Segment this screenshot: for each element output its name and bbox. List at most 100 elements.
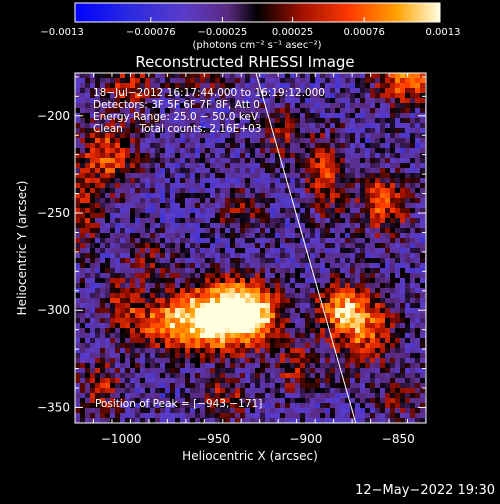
heatmap-cell xyxy=(120,338,125,343)
heatmap-cell xyxy=(175,353,180,358)
heatmap-cell xyxy=(130,243,135,248)
heatmap-cell xyxy=(215,238,220,243)
heatmap-cell xyxy=(80,323,85,328)
heatmap-cell xyxy=(405,108,410,113)
heatmap-cell xyxy=(290,78,295,83)
heatmap-cell xyxy=(150,348,155,353)
heatmap-cell xyxy=(250,338,255,343)
heatmap-cell xyxy=(360,333,365,338)
heatmap-cell xyxy=(170,318,175,323)
heatmap-cell xyxy=(180,188,185,193)
heatmap-cell xyxy=(320,268,325,273)
heatmap-cell xyxy=(270,368,275,373)
heatmap-cell xyxy=(370,128,375,133)
heatmap-cell xyxy=(280,373,285,378)
heatmap-cell xyxy=(150,353,155,358)
heatmap-cell xyxy=(400,148,405,153)
heatmap-cell xyxy=(275,228,280,233)
heatmap-cell xyxy=(300,258,305,263)
heatmap-cell xyxy=(205,388,210,393)
heatmap-cell xyxy=(165,343,170,348)
heatmap-cell xyxy=(105,138,110,143)
heatmap-cell xyxy=(400,398,405,403)
heatmap-cell xyxy=(165,268,170,273)
heatmap-cell xyxy=(350,253,355,258)
heatmap-cell xyxy=(300,128,305,133)
heatmap-cell xyxy=(360,213,365,218)
heatmap-cell xyxy=(170,298,175,303)
heatmap-cell xyxy=(115,343,120,348)
heatmap-cell xyxy=(170,153,175,158)
heatmap-cell xyxy=(205,343,210,348)
heatmap-cell xyxy=(390,78,395,83)
heatmap-cell xyxy=(145,413,150,418)
heatmap-cell xyxy=(150,153,155,158)
heatmap-cell xyxy=(390,363,395,368)
heatmap-cell xyxy=(325,353,330,358)
heatmap-cell xyxy=(365,173,370,178)
heatmap-cell xyxy=(205,278,210,283)
heatmap-cell xyxy=(75,88,80,93)
heatmap-cell xyxy=(280,368,285,373)
heatmap-cell xyxy=(375,293,380,298)
heatmap-cell xyxy=(325,343,330,348)
heatmap-cell xyxy=(185,153,190,158)
heatmap-cell xyxy=(405,403,410,408)
heatmap-cell xyxy=(330,313,335,318)
heatmap-cell xyxy=(300,208,305,213)
heatmap-cell xyxy=(210,343,215,348)
heatmap-cell xyxy=(350,123,355,128)
heatmap-cell xyxy=(165,263,170,268)
heatmap-cell xyxy=(295,163,300,168)
heatmap-cell xyxy=(180,198,185,203)
heatmap-cell xyxy=(105,328,110,333)
heatmap-cell xyxy=(265,178,270,183)
heatmap-cell xyxy=(390,418,395,423)
heatmap-cell xyxy=(340,193,345,198)
heatmap-cell xyxy=(190,268,195,273)
heatmap-cell xyxy=(415,168,420,173)
heatmap-cell xyxy=(240,288,245,293)
heatmap-cell xyxy=(95,278,100,283)
heatmap-cell xyxy=(195,373,200,378)
heatmap-cell xyxy=(260,108,265,113)
heatmap-cell xyxy=(280,228,285,233)
heatmap-cell xyxy=(405,323,410,328)
heatmap-cell xyxy=(115,218,120,223)
heatmap-cell xyxy=(125,283,130,288)
heatmap-cell xyxy=(240,273,245,278)
heatmap-cell xyxy=(295,368,300,373)
heatmap-cell xyxy=(215,243,220,248)
heatmap-cell xyxy=(260,238,265,243)
heatmap-cell xyxy=(165,223,170,228)
heatmap-cell xyxy=(340,73,345,78)
heatmap-cell xyxy=(405,253,410,258)
heatmap-cell xyxy=(230,313,235,318)
heatmap-cell xyxy=(340,298,345,303)
heatmap-cell xyxy=(300,358,305,363)
heatmap-cell xyxy=(380,133,385,138)
heatmap-cell xyxy=(85,138,90,143)
heatmap-cell xyxy=(290,418,295,423)
heatmap-cell xyxy=(135,188,140,193)
heatmap-cell xyxy=(125,303,130,308)
heatmap-cell xyxy=(95,223,100,228)
heatmap-cell xyxy=(420,408,425,413)
heatmap-cell xyxy=(315,163,320,168)
heatmap-cell xyxy=(190,348,195,353)
heatmap-cell xyxy=(175,318,180,323)
heatmap-cell xyxy=(190,153,195,158)
heatmap-cell xyxy=(310,148,315,153)
heatmap-cell xyxy=(255,148,260,153)
heatmap-cell xyxy=(280,293,285,298)
heatmap-cell xyxy=(135,318,140,323)
heatmap-cell xyxy=(165,348,170,353)
heatmap-cell xyxy=(145,258,150,263)
heatmap-cell xyxy=(350,278,355,283)
heatmap-cell xyxy=(420,148,425,153)
heatmap-cell xyxy=(325,83,330,88)
heatmap-cell xyxy=(260,328,265,333)
heatmap-cell xyxy=(80,203,85,208)
heatmap-cell xyxy=(160,248,165,253)
heatmap-cell xyxy=(410,298,415,303)
